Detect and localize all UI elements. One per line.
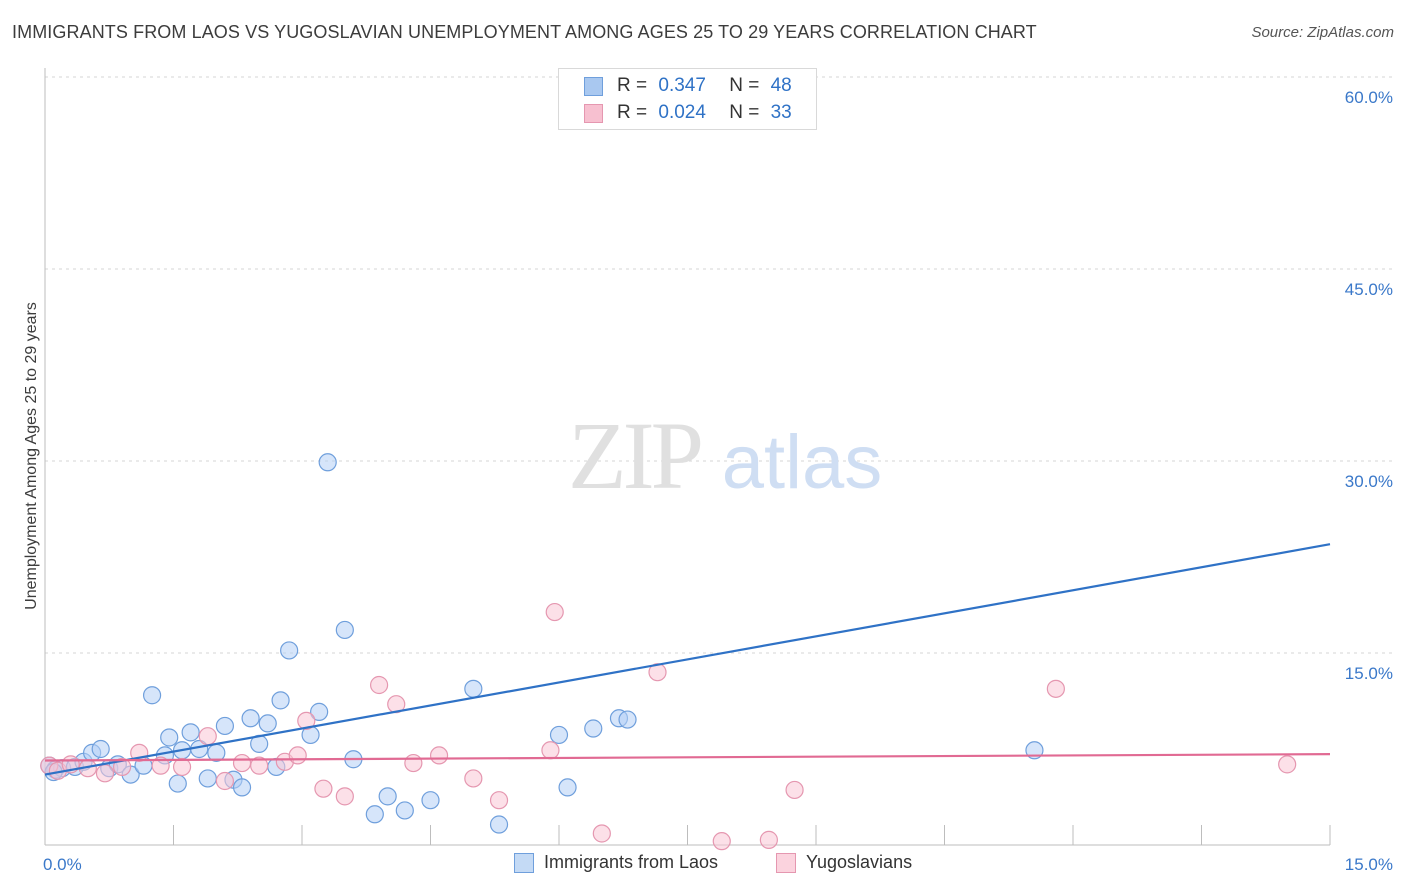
y-tick-label: 45.0% [1345,280,1393,299]
n-value: 33 [770,102,792,123]
yugoslavian-point [314,779,333,798]
laos-point [181,723,200,742]
n-label: N = [729,102,760,123]
yugoslavian-point [785,780,804,800]
yugoslavian-point [297,711,316,730]
data-points [40,101,1297,851]
laos-point [421,791,440,810]
yugoslavian-point [288,746,307,765]
yugoslavian-trend-line [44,753,1331,762]
laos-point [258,714,277,733]
yugoslavian-point [592,824,611,843]
r-label: R = [617,102,648,123]
yugoslavian-point [232,753,252,773]
gridlines [45,76,1392,654]
laos-point [395,801,414,820]
r-value: 0.347 [658,75,706,96]
r-label: R = [617,75,648,96]
yugoslavian-point [545,602,564,622]
n-value: 48 [770,75,792,96]
legend-label-laos: Immigrants from Laos [544,852,719,872]
laos-point [215,716,234,736]
stats-legend-box: R = 0.347 N = 48 R = 0.024 N = 33 [558,68,817,130]
laos-point [232,778,252,797]
yugoslavian-point [172,757,192,777]
yugoslavian-point [712,832,731,851]
yugoslavian-point [250,756,269,775]
chart-title: IMMIGRANTS FROM LAOS VS YUGOSLAVIAN UNEM… [12,22,1037,42]
x-tick-label: 0.0% [43,855,82,874]
y-tick-label: 15.0% [1345,664,1393,683]
laos-point [91,739,110,759]
laos-point [142,686,162,705]
laos-point [271,691,290,710]
laos-point [168,774,187,793]
yugoslavian-point [95,764,115,783]
yugoslavian-point [1278,755,1297,774]
yugoslavian-point [335,787,354,806]
laos-point [318,453,337,472]
trend-lines [44,543,1331,776]
r-value: 0.024 [658,102,706,123]
laos-point [464,679,483,698]
stats-swatch-laos [584,77,603,96]
laos-point [280,641,299,660]
laos-point [198,769,217,788]
y-axis-title: Unemployment Among Ages 25 to 29 years [23,302,40,610]
yugoslavian-point [1046,679,1065,698]
axes [44,68,1331,846]
laos-point [618,710,637,729]
yugoslavian-point [759,830,778,849]
n-label: N = [729,75,760,96]
laos-trend-line [44,543,1331,776]
legend-swatch-laos [514,853,534,873]
yugoslavian-point [404,753,423,773]
yugoslavian-point [429,746,449,765]
watermark-zip: ZIP [568,402,701,509]
laos-point [365,805,384,824]
legend-swatch-yugoslavians [776,853,796,873]
laos-point [549,725,569,745]
yugoslavian-point [215,771,234,791]
laos-point [584,719,603,738]
watermark: ZIP atlas [568,402,882,509]
yugoslavian-point [112,757,132,777]
laos-point [241,709,260,728]
yugoslavian-point [370,675,389,695]
x-tick-label: 15.0% [1345,855,1393,874]
laos-point [558,778,577,797]
stats-text-yugoslavians: R = 0.024 N = 33 [617,102,792,124]
y-tick-label: 60.0% [1345,88,1393,107]
yugoslavian-point [151,756,170,775]
stats-swatch-yugoslavians [584,104,603,123]
laos-point [160,728,179,747]
stats-text-laos: R = 0.347 N = 48 [617,75,792,97]
tick-labels: 15.0% 30.0% 45.0% 60.0% 0.0% 15.0% [43,88,1393,874]
yugoslavian-point [541,741,560,760]
watermark-atlas: atlas [722,420,883,505]
y-tick-label: 30.0% [1345,472,1393,491]
yugoslavian-point [464,769,483,788]
yugoslavian-point [198,727,217,746]
laos-point [310,702,329,721]
laos-point [335,620,354,640]
laos-point [489,815,509,834]
laos-point [378,787,397,806]
legend-label-yugoslavians: Yugoslavians [806,852,913,872]
source-credit: Source: ZipAtlas.com [1251,24,1394,41]
yugoslavian-point [489,791,509,810]
